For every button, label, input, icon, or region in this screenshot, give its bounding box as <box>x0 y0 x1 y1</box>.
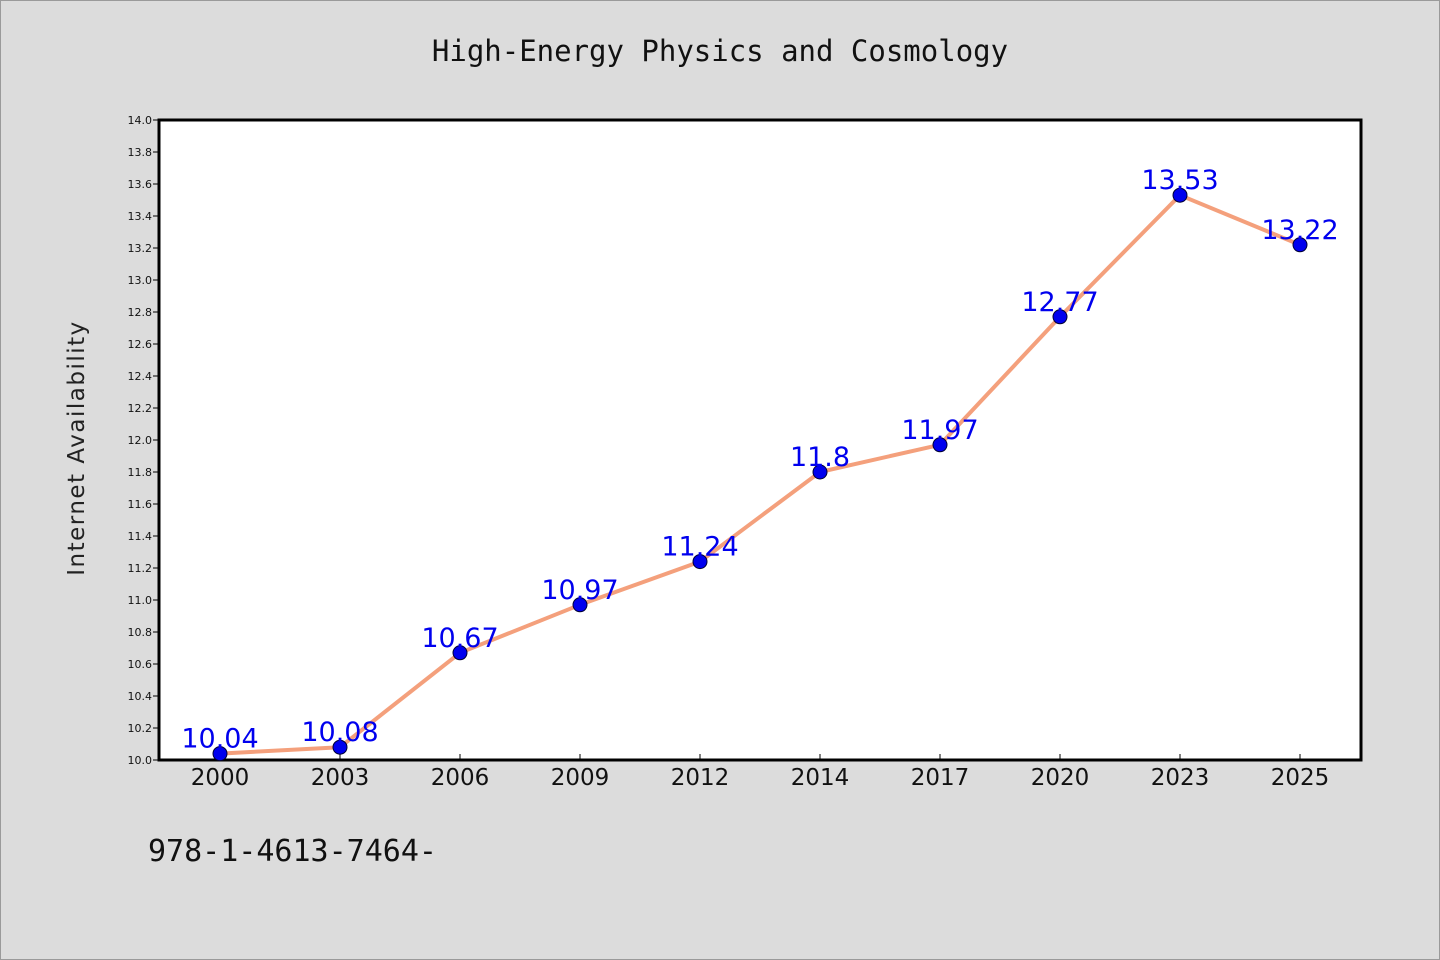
y-tick-label: 10.2 <box>128 722 153 735</box>
y-tick-label: 14.0 <box>128 114 153 127</box>
y-tick-label: 13.4 <box>128 210 153 223</box>
y-tick-label: 10.8 <box>128 626 153 639</box>
x-tick-label: 2017 <box>911 765 970 791</box>
data-point <box>572 597 588 613</box>
x-tick-label: 2003 <box>311 765 370 791</box>
y-axis: 10.0 10.2 10.4 10.6 10.8 11.0 11.2 11.4 11.6 11.8… <box>128 114 159 767</box>
y-tick-label: 10.6 <box>128 658 153 671</box>
x-axis: 2000 2003 2006 2009 2012 2014 2017 2020 2023 2025 <box>191 754 1330 791</box>
data-label: 13.53 <box>1141 165 1218 196</box>
y-tick-label: 12.4 <box>128 370 153 383</box>
data-labels: 10.04 10.08 10.67 10.97 11.24 11.8 11.97 12.77 1… <box>181 165 1338 754</box>
data-label: 10.67 <box>421 623 498 654</box>
y-tick-label: 12.8 <box>128 306 153 319</box>
data-point <box>212 746 228 762</box>
y-tick-label: 11.8 <box>128 466 153 479</box>
data-point <box>812 464 828 480</box>
x-tick-label: 2023 <box>1151 765 1210 791</box>
series-markers <box>212 187 1308 762</box>
data-label: 11.97 <box>901 415 978 446</box>
x-tick-label: 2006 <box>431 765 490 791</box>
y-tick-label: 10.0 <box>128 754 153 767</box>
data-point <box>1292 237 1308 253</box>
x-tick-label: 2000 <box>191 765 250 791</box>
data-label: 11.24 <box>661 532 738 563</box>
data-label: 13.22 <box>1261 215 1338 246</box>
x-tick-label: 2012 <box>671 765 730 791</box>
y-tick-label: 12.0 <box>128 434 153 447</box>
y-tick-label: 11.4 <box>128 530 153 543</box>
x-tick-label: 2009 <box>551 765 610 791</box>
data-label: 11.8 <box>790 442 850 473</box>
x-tick-label: 2025 <box>1271 765 1330 791</box>
y-tick-label: 11.0 <box>128 594 153 607</box>
x-tick-label: 2020 <box>1031 765 1090 791</box>
y-tick-label: 12.6 <box>128 338 153 351</box>
data-label: 12.77 <box>1021 287 1098 318</box>
series-line <box>219 193 1301 756</box>
data-point <box>452 645 468 661</box>
y-tick-label: 13.6 <box>128 178 153 191</box>
x-tick-label: 2014 <box>791 765 850 791</box>
data-point <box>692 554 708 570</box>
y-tick-label: 12.2 <box>128 402 153 415</box>
chart-title: High-Energy Physics and Cosmology <box>431 34 1009 68</box>
data-label: 10.04 <box>181 724 258 755</box>
data-point <box>932 437 948 453</box>
data-label: 10.08 <box>301 717 378 748</box>
data-label: 10.97 <box>541 575 618 606</box>
data-point <box>1052 309 1068 325</box>
y-tick-label: 11.2 <box>128 562 153 575</box>
data-point <box>1172 187 1188 203</box>
y-tick-label: 11.6 <box>128 498 153 511</box>
footer-code: 978-1-4613-7464- <box>148 834 437 869</box>
data-point <box>332 739 348 755</box>
plot-area <box>157 118 1363 762</box>
y-tick-label: 13.2 <box>128 242 153 255</box>
y-tick-label: 13.8 <box>128 146 153 159</box>
y-tick-label: 13.0 <box>128 274 153 287</box>
y-tick-label: 10.4 <box>128 690 153 703</box>
